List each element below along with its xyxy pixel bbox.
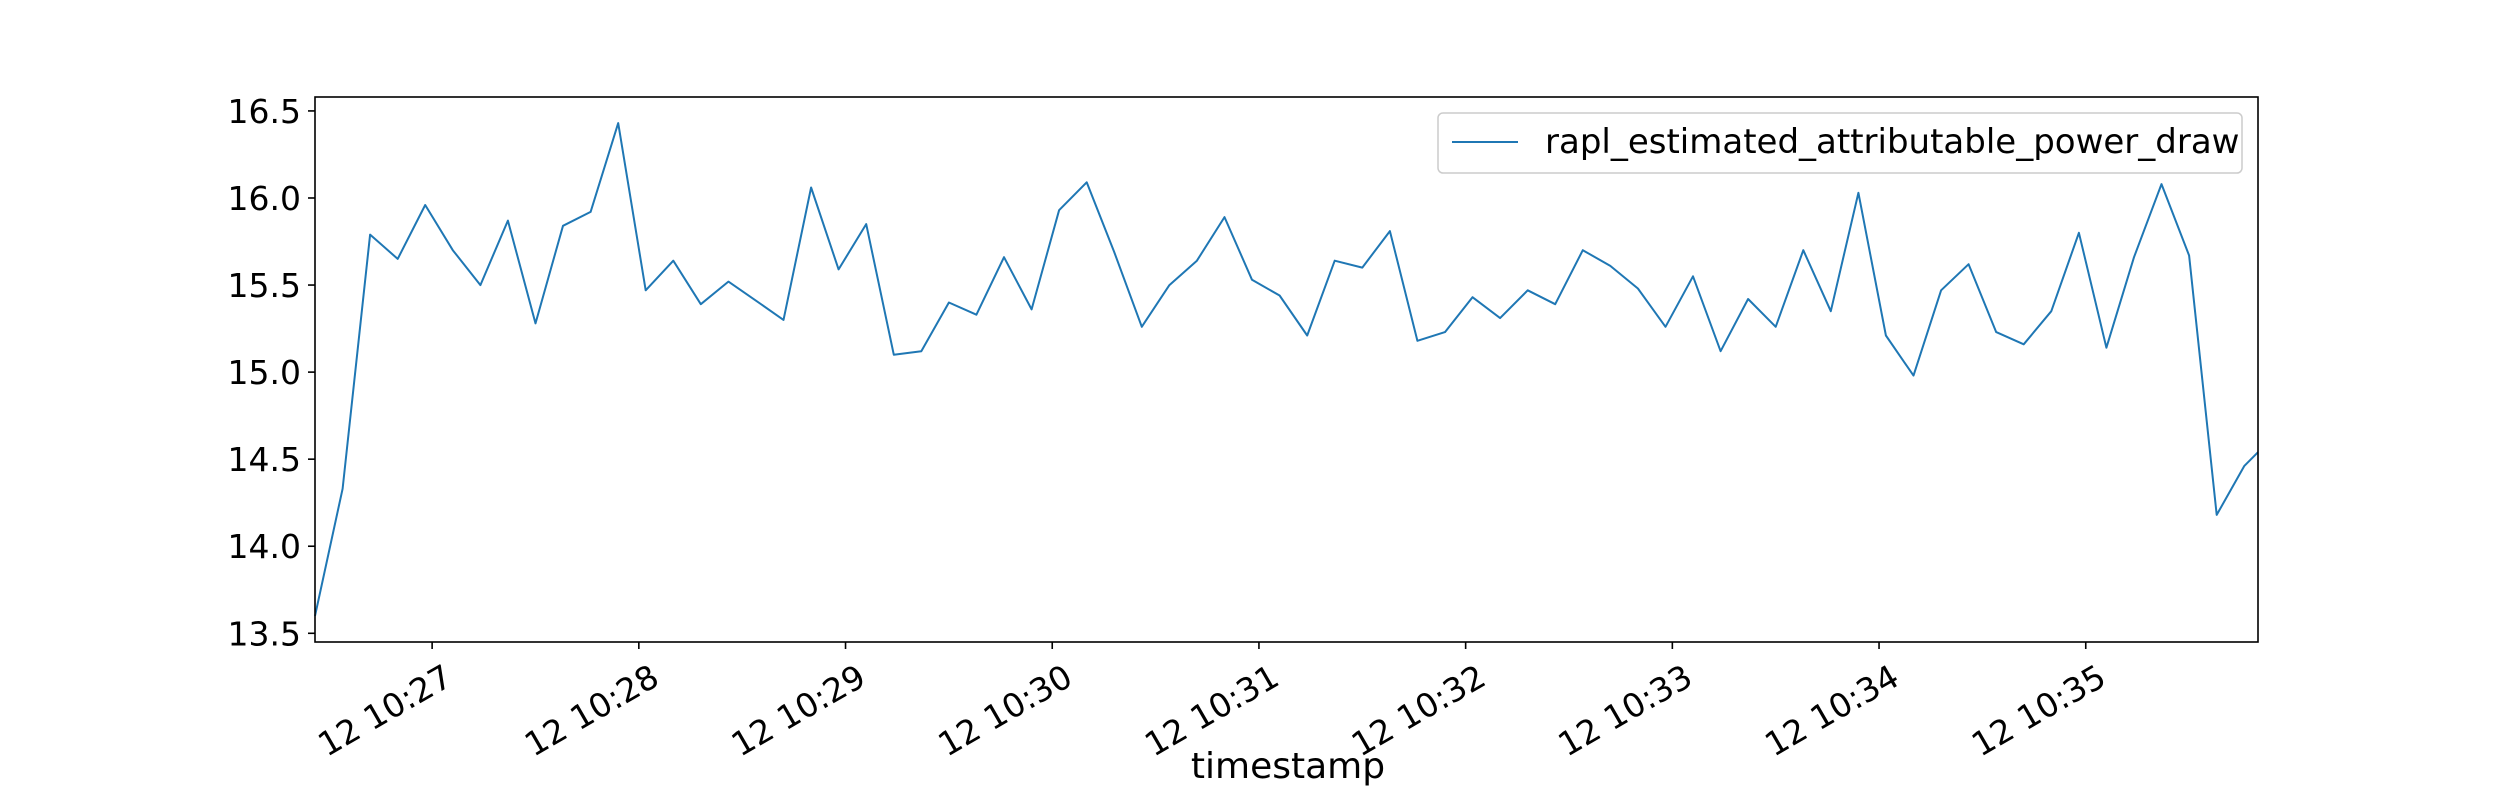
y-tick-label: 15.5 xyxy=(228,266,301,305)
y-tick-label: 14.5 xyxy=(228,440,301,479)
legend: rapl_estimated_attributable_power_draw xyxy=(1437,112,2243,174)
axes-frame xyxy=(314,96,2259,643)
series-line xyxy=(314,122,2259,617)
y-tick-label: 13.5 xyxy=(228,614,301,653)
legend-box xyxy=(1437,112,2243,174)
y-tick-label: 16.0 xyxy=(228,179,301,218)
y-tick-label: 16.5 xyxy=(228,92,301,131)
x-axis-title: timestamp xyxy=(1191,746,1385,787)
y-tick-label: 15.0 xyxy=(228,353,301,392)
y-tick-label: 14.0 xyxy=(228,527,301,566)
legend-label: rapl_estimated_attributable_power_draw xyxy=(1545,122,2240,162)
